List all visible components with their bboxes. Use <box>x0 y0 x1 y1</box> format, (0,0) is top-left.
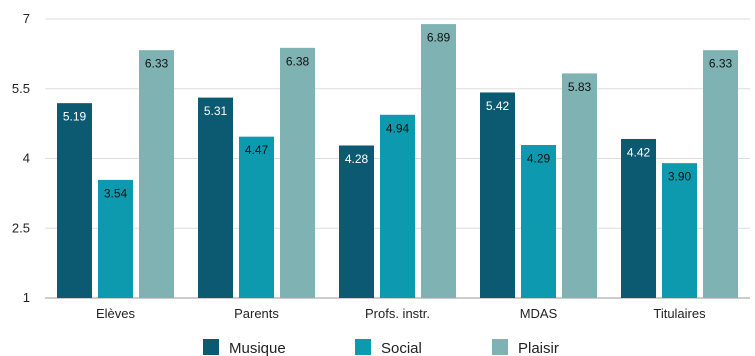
x-tick-label: Parents <box>234 306 279 321</box>
y-tick-label: 2.5 <box>12 220 30 235</box>
bar <box>239 136 274 298</box>
bar <box>421 24 456 299</box>
bars: 5.19 3.54 6.33 5.31 4.47 6.38 4.28 4.94 6.89 5.42… <box>57 24 738 299</box>
y-tick-label: 5.5 <box>12 81 30 96</box>
data-label-bg <box>342 150 371 167</box>
data-label-bg <box>242 141 271 158</box>
x-tick-label: Profs. instr. <box>365 306 430 321</box>
bar <box>521 145 556 298</box>
legend-swatch <box>492 339 508 355</box>
data-label-bg <box>624 143 653 160</box>
legend-label: Musique <box>229 340 286 356</box>
legend: Musique Social Plaisir <box>203 339 559 356</box>
data-label: 4.28 <box>345 152 369 166</box>
data-label: 5.31 <box>204 104 228 118</box>
data-label-bg <box>383 119 412 136</box>
legend-label: Social <box>381 340 422 356</box>
data-label: 6.33 <box>145 57 169 71</box>
y-tick-label: 7 <box>23 11 30 26</box>
data-label: 3.90 <box>668 170 692 184</box>
data-label-bg <box>665 168 694 185</box>
data-label: 6.89 <box>427 31 451 45</box>
data-label: 6.38 <box>286 54 310 68</box>
bar <box>703 50 738 298</box>
data-label-bg <box>60 108 89 125</box>
y-tick-label: 1 <box>23 290 30 305</box>
bar <box>380 114 415 298</box>
data-label-bg <box>283 52 312 69</box>
legend-swatch <box>203 339 219 355</box>
bar <box>339 145 374 298</box>
data-label-bg <box>142 55 171 72</box>
data-label: 4.29 <box>527 152 551 166</box>
x-tick-label: Elèves <box>96 306 136 321</box>
data-label-bg <box>483 97 512 114</box>
bar <box>280 47 315 298</box>
x-tick-label: MDAS <box>520 306 558 321</box>
y-axis-ticks: 1 2.5 4 5.5 7 <box>12 11 30 305</box>
data-label-bg <box>424 29 453 46</box>
bar <box>480 92 515 298</box>
data-label: 4.94 <box>386 121 410 135</box>
data-label: 5.83 <box>568 80 592 94</box>
data-label: 3.54 <box>104 186 128 200</box>
data-label: 5.19 <box>63 110 87 124</box>
bar <box>139 50 174 298</box>
bar <box>57 103 92 298</box>
data-label-bg <box>524 150 553 167</box>
data-label: 5.42 <box>486 99 510 113</box>
legend-swatch <box>355 339 371 355</box>
bar <box>198 97 233 299</box>
x-tick-label: Titulaires <box>653 306 706 321</box>
legend-label: Plaisir <box>518 340 559 356</box>
y-tick-label: 4 <box>23 151 30 166</box>
data-label-bg <box>706 55 735 72</box>
data-label: 6.33 <box>709 57 733 71</box>
data-label: 4.47 <box>245 143 269 157</box>
data-label-bg <box>201 102 230 119</box>
x-axis-labels: Elèves Parents Profs. instr. MDAS Titulaires <box>96 306 706 321</box>
data-label-bg <box>565 78 594 95</box>
data-label-bg <box>101 184 130 201</box>
bar <box>662 163 697 298</box>
data-label: 4.42 <box>627 145 651 159</box>
bar <box>621 138 656 298</box>
bar <box>562 73 597 298</box>
